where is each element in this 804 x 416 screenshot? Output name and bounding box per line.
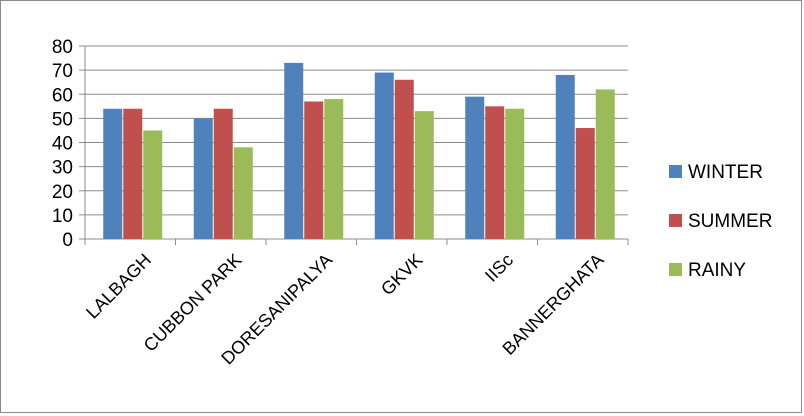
bar-summer	[394, 79, 414, 240]
bar-winter	[555, 74, 575, 239]
legend-label-rainy: RAINY	[688, 260, 746, 281]
bar-winter	[465, 96, 485, 239]
bar-summer	[485, 106, 505, 239]
y-tick-label: 30	[52, 158, 73, 179]
bar-summer	[304, 101, 324, 239]
legend-swatch-winter	[669, 165, 682, 178]
x-category-label: GKVK	[377, 250, 427, 300]
legend-label-summer: SUMMER	[688, 211, 772, 232]
y-tick-label: 70	[52, 61, 73, 82]
bar-summer	[123, 108, 143, 239]
bar-summer	[575, 128, 595, 239]
bar-winter	[103, 108, 123, 239]
y-tick-label: 60	[52, 85, 73, 106]
bar-rainy	[414, 111, 434, 239]
legend-swatch-rainy	[669, 263, 682, 276]
bar-rainy	[324, 99, 344, 239]
bar-winter	[374, 72, 394, 239]
y-tick-label: 10	[52, 206, 73, 227]
bar-winter	[193, 118, 213, 239]
x-category-label: LALBAGH	[82, 250, 155, 323]
legend-label-winter: WINTER	[688, 162, 763, 183]
bar-rainy	[505, 108, 525, 239]
y-tick-label: 40	[52, 134, 73, 155]
y-tick-label: 0	[62, 230, 73, 251]
bar-winter	[284, 62, 304, 240]
x-category-label: IISc	[481, 250, 517, 286]
x-category-label: CUBBON PARK	[140, 250, 246, 356]
legend-swatch-summer	[669, 214, 682, 227]
bar-rainy	[143, 130, 163, 239]
bar-summer	[213, 108, 233, 239]
y-tick-label: 50	[52, 109, 73, 130]
bar-rainy	[595, 89, 615, 239]
y-tick-label: 80	[52, 37, 73, 58]
bar-rainy	[233, 147, 253, 239]
y-tick-label: 20	[52, 182, 73, 203]
